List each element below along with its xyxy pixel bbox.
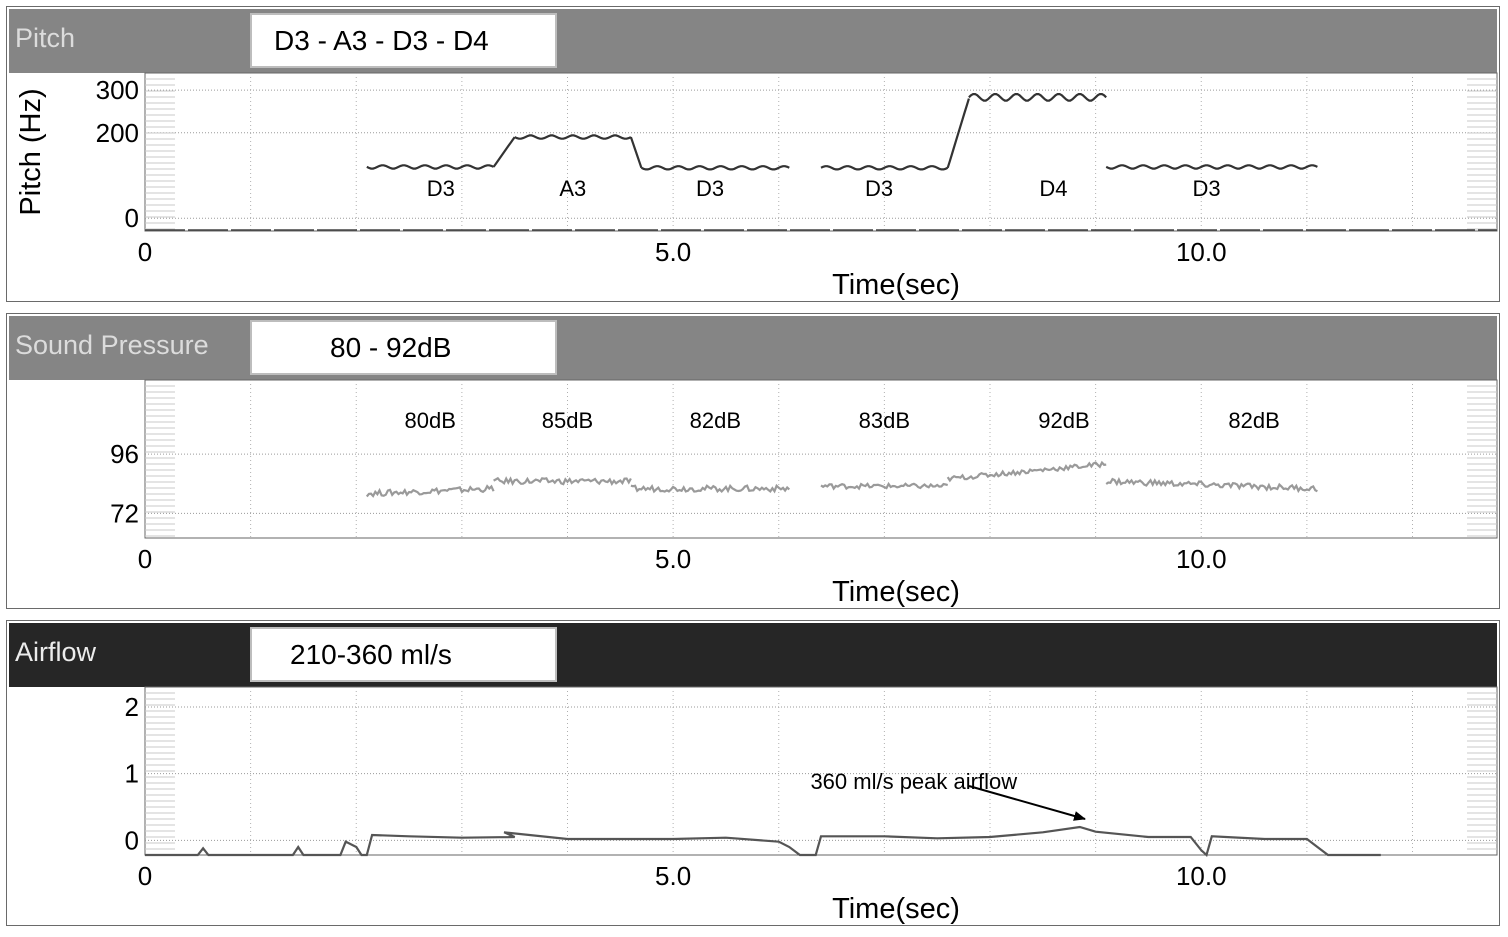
pitch-value-box: D3 - A3 - D3 - D4 xyxy=(250,13,557,68)
sound-pressure-annotation-1: 85dB xyxy=(542,408,593,433)
pitch-y-axis-label: Pitch (Hz) xyxy=(15,88,47,215)
sound-pressure-xtick-label-0: 0 xyxy=(138,544,152,574)
sound-pressure-trace-segment-2 xyxy=(630,483,791,494)
sound-pressure-value-box: 80 - 92dB xyxy=(250,320,557,375)
pitch-annotation-5: D3 xyxy=(1192,176,1220,201)
airflow-value-text: 210-360 ml/s xyxy=(290,639,452,670)
pitch-plot-frame xyxy=(144,72,1498,232)
pitch-trace-segment-4 xyxy=(640,165,790,171)
pitch-title: Pitch xyxy=(15,23,76,53)
sound-pressure-annotation-5: 82dB xyxy=(1228,408,1279,433)
sound-pressure-trace-segment-4 xyxy=(946,460,1107,483)
sound-pressure-ytick-label-0: 96 xyxy=(110,439,139,469)
airflow-title: Airflow xyxy=(15,637,97,667)
pitch-x-axis-label: Time(sec) xyxy=(832,269,960,301)
airflow-value-box: 210-360 ml/s xyxy=(250,627,557,682)
pitch-annotation-4: D4 xyxy=(1039,176,1067,201)
sound-pressure-annotation-2: 82dB xyxy=(690,408,741,433)
pitch-annotation-2: D3 xyxy=(696,176,724,201)
pitch-trace-segment-1 xyxy=(492,136,516,168)
sound-pressure-trace-segment-1 xyxy=(493,476,632,487)
pitch-trace-segment-3 xyxy=(629,136,643,169)
pitch-trace-segment-5 xyxy=(820,165,949,171)
airflow-x-axis-label: Time(sec) xyxy=(832,893,960,925)
sound-pressure-ytick-label-1: 72 xyxy=(110,498,139,528)
pitch-ytick-label-0: 300 xyxy=(96,75,139,105)
sound-pressure-panel: Sound Pressure 80 - 92dB 96 72 0 5.0 10.0 Tim… xyxy=(6,313,1500,609)
pitch-trace-segment-8 xyxy=(1105,164,1318,170)
sound-pressure-trace-segment-3 xyxy=(820,481,949,491)
airflow-xtick-label-2: 10.0 xyxy=(1176,861,1227,891)
sound-pressure-xtick-label-1: 5.0 xyxy=(655,544,691,574)
pitch-ytick-label-1: 200 xyxy=(96,118,139,148)
airflow-ytick-label-0: 2 xyxy=(125,692,139,722)
pitch-xtick-label-1: 5.0 xyxy=(655,237,691,267)
pitch-panel: Pitch D3 - A3 - D3 - D4 300 200 0 0 5.0 10.0 T… xyxy=(6,6,1500,302)
pitch-trace-segment-0 xyxy=(366,164,495,170)
sound-pressure-ruler-ticks xyxy=(145,385,1497,537)
airflow-xtick-label-1: 5.0 xyxy=(655,861,691,891)
sound-pressure-annotation-0: 80dB xyxy=(404,408,455,433)
sound-pressure-title: Sound Pressure xyxy=(15,330,209,360)
sound-pressure-xtick-label-2: 10.0 xyxy=(1176,544,1227,574)
sound-pressure-annotation-4: 92dB xyxy=(1038,408,1089,433)
airflow-peak-arrow xyxy=(968,785,1086,821)
sound-pressure-annotation-3: 83dB xyxy=(859,408,910,433)
airflow-panel: Airflow 210-360 ml/s 2 1 0 0 5.0 10.0 Time(sec… xyxy=(6,620,1500,926)
airflow-trace-segment-0 xyxy=(145,825,1381,858)
pitch-ytick-label-2: 0 xyxy=(125,203,139,233)
pitch-chart: 300 200 0 0 5.0 10.0 Time(sec) Pitch (Hz) D3 A3 D3… xyxy=(15,72,1498,301)
sound-pressure-chart: 96 72 0 5.0 10.0 Time(sec) 80dB 85dB 82dB 83dB 92d… xyxy=(110,379,1498,608)
sound-pressure-header: Sound Pressure 80 - 92dB xyxy=(9,316,1497,380)
sound-pressure-trace-segment-5 xyxy=(1105,477,1318,494)
sound-pressure-plot-frame xyxy=(144,379,1498,539)
pitch-trace-segment-6 xyxy=(946,98,970,169)
pitch-trace-segment-2 xyxy=(514,134,632,140)
pitch-annotation-0: D3 xyxy=(427,176,455,201)
airflow-ruler-ticks xyxy=(145,692,1497,850)
pitch-trace-segment-7 xyxy=(968,93,1107,102)
pitch-annotation-3: D3 xyxy=(865,176,893,201)
pitch-value-text: D3 - A3 - D3 - D4 xyxy=(274,25,489,56)
pitch-ruler-ticks xyxy=(145,78,1497,230)
airflow-ytick-label-1: 1 xyxy=(125,759,139,789)
pitch-annotation-1: A3 xyxy=(559,176,586,201)
sound-pressure-x-axis-label: Time(sec) xyxy=(832,576,960,608)
sound-pressure-trace-segment-0 xyxy=(365,484,495,498)
airflow-header: Airflow 210-360 ml/s xyxy=(9,623,1497,687)
pitch-xtick-label-2: 10.0 xyxy=(1176,237,1227,267)
airflow-xtick-label-0: 0 xyxy=(138,861,152,891)
sound-pressure-value-text: 80 - 92dB xyxy=(330,332,452,363)
airflow-ytick-label-2: 0 xyxy=(125,825,139,855)
pitch-header: Pitch D3 - A3 - D3 - D4 xyxy=(9,9,1497,73)
pitch-xtick-label-0: 0 xyxy=(138,237,152,267)
